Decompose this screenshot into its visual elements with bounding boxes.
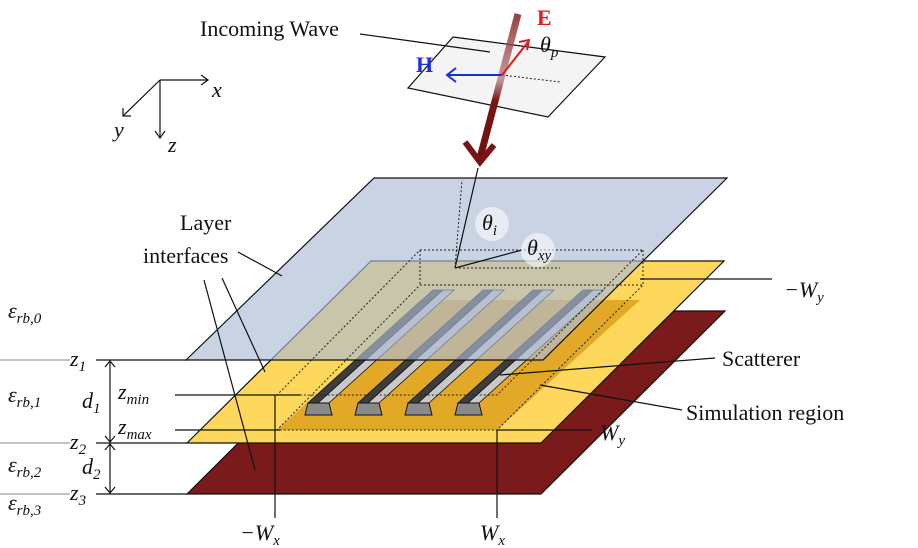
e-arrow <box>501 41 529 76</box>
scatterer-label: Scatterer <box>722 346 801 371</box>
thickness-sub: 2 <box>93 467 101 483</box>
neg-wx-sub: x <box>272 533 280 548</box>
layer-label: Layer <box>180 210 232 235</box>
theta-p: θp <box>540 32 559 61</box>
bar-front <box>454 402 483 416</box>
wx-sub: x <box>497 533 505 548</box>
permittivity-sub: rb,1 <box>17 395 42 411</box>
arrow-head <box>104 486 116 494</box>
permittivity: εrb,1 <box>8 382 41 411</box>
permittivity-main: ε <box>8 382 17 407</box>
h-head <box>445 67 457 83</box>
interface: z3 <box>69 480 86 509</box>
top-plane <box>184 177 729 361</box>
theta-p-main: θ <box>540 32 551 57</box>
wave-plane <box>406 36 607 118</box>
incoming-wave-label: Incoming Wave <box>200 16 339 41</box>
thickness-main: d <box>82 454 94 479</box>
theta-xy: θxy <box>527 235 551 264</box>
x-head <box>200 74 210 86</box>
leader <box>203 279 256 471</box>
z-min-main: z <box>117 379 127 404</box>
beam-head <box>462 140 497 167</box>
z-max-sub: max <box>127 427 152 443</box>
z-head <box>154 130 166 140</box>
angle-badge <box>521 233 555 267</box>
z-max: zmax <box>117 414 152 443</box>
sim-box-top <box>275 249 645 396</box>
y-axis <box>122 79 161 117</box>
interface: z2 <box>69 429 87 458</box>
wy: Wy <box>600 420 625 449</box>
permittivity-main: ε <box>8 490 17 515</box>
y-head <box>122 108 131 117</box>
wx: Wx <box>480 520 505 548</box>
theta-xy-sub: xy <box>537 248 552 264</box>
bar-front <box>404 402 433 416</box>
interface-sub: 1 <box>79 359 87 375</box>
thickness-sub: 1 <box>93 401 101 417</box>
permittivity: εrb,2 <box>8 452 42 481</box>
z-min: zmin <box>117 379 149 408</box>
permittivity: εrb,3 <box>8 490 41 519</box>
permittivity-sub: rb,2 <box>17 465 42 481</box>
normal <box>454 179 463 269</box>
wx-main: W <box>480 520 500 545</box>
theta-i-main: θ <box>482 210 493 235</box>
ray <box>454 167 479 269</box>
thickness: d2 <box>82 454 101 483</box>
interface: z1 <box>69 346 86 375</box>
interface-sub: 3 <box>78 493 87 509</box>
e-label: E <box>537 5 552 30</box>
neg-wy-sub: y <box>815 290 824 306</box>
layer-label: interfaces <box>143 243 229 268</box>
leader <box>237 251 283 277</box>
bar-front <box>304 402 333 416</box>
interface-main: z <box>69 346 79 371</box>
e-head <box>518 38 531 51</box>
permittivity: εrb,0 <box>8 298 42 327</box>
arrow-head <box>104 443 116 451</box>
wy-main: W <box>600 420 620 445</box>
theta-i-sub: i <box>493 223 497 239</box>
thickness-main: d <box>82 388 94 413</box>
z-max-main: z <box>117 414 127 439</box>
neg-wx: −Wx <box>240 520 280 548</box>
interface-main: z <box>69 480 79 505</box>
projection <box>454 249 523 269</box>
simulation-region-label: Simulation region <box>686 400 844 425</box>
leader <box>221 277 266 373</box>
axis-label: x <box>211 77 222 102</box>
permittivity-sub: rb,3 <box>17 503 42 519</box>
angle-badge <box>475 207 509 241</box>
permittivity-main: ε <box>8 298 17 323</box>
theta-xy-main: θ <box>527 235 538 260</box>
axis-label: z <box>167 132 177 157</box>
h-label: H <box>416 52 433 77</box>
leader <box>499 357 716 376</box>
theta-p-sub: p <box>550 45 559 61</box>
axis-label: y <box>112 117 124 142</box>
polarization-ref <box>501 74 561 83</box>
thickness: d1 <box>82 388 101 417</box>
theta-i: θi <box>482 210 497 239</box>
incoming-beam <box>476 13 522 159</box>
arrow-head <box>104 360 116 368</box>
wy-sub: y <box>616 433 625 449</box>
permittivity-sub: rb,0 <box>17 311 42 327</box>
bar-front <box>354 402 383 416</box>
interface-main: z <box>69 429 79 454</box>
permittivity-main: ε <box>8 452 17 477</box>
neg-wy-main: −W <box>784 277 819 302</box>
z-min-sub: min <box>127 392 150 408</box>
interface-sub: 2 <box>79 442 87 458</box>
neg-wx-main: −W <box>240 520 275 545</box>
neg-wy: −Wy <box>784 277 824 306</box>
arrow-head <box>104 435 116 443</box>
leader <box>539 384 683 411</box>
leader <box>359 33 491 53</box>
